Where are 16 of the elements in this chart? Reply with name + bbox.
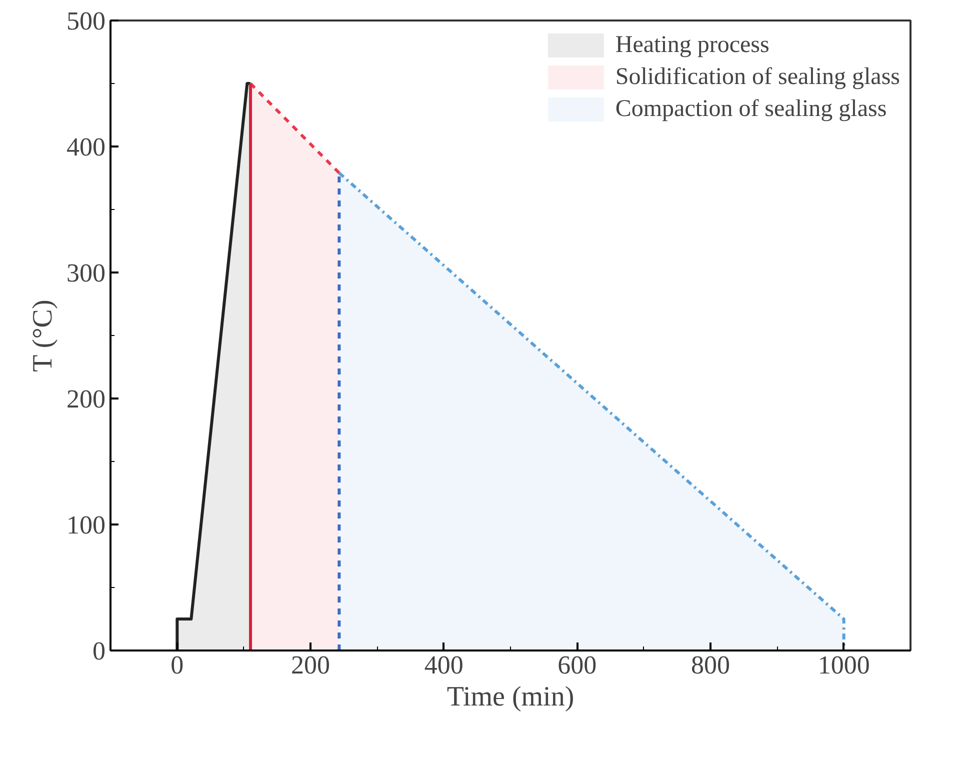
x-tick-label: 200 [291, 650, 330, 680]
x-tick-label: 1000 [818, 650, 870, 680]
y-tick-label: 400 [66, 132, 106, 162]
legend-label: Solidification of sealing glass [615, 64, 900, 90]
x-axis-title: Time (min) [446, 682, 574, 712]
y-tick-label: 100 [66, 510, 106, 540]
legend-label: Compaction of sealing glass [615, 96, 887, 122]
y-tick-label: 300 [66, 258, 106, 288]
y-axis-title: T (°C) [28, 300, 58, 372]
x-tick-label: 400 [424, 650, 464, 680]
y-tick-label: 200 [66, 384, 106, 414]
x-tick-label: 0 [170, 650, 184, 680]
x-tick-label: 600 [558, 650, 597, 680]
x-tick-label: 800 [691, 650, 730, 680]
y-tick-label: 500 [66, 6, 106, 36]
legend-label: Heating process [615, 32, 770, 58]
